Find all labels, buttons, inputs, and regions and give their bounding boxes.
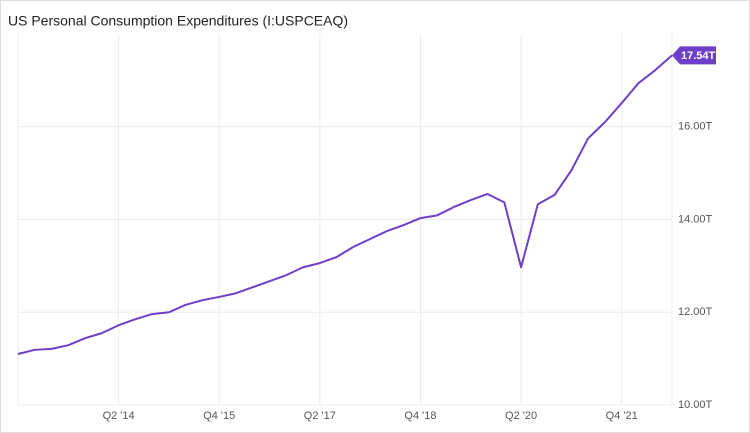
y-tick-label: 16.00T	[678, 121, 713, 133]
value-label: 17.54T	[681, 50, 716, 62]
x-tick-label: Q4 '21	[606, 410, 638, 422]
y-tick-label: 14.00T	[678, 213, 713, 225]
x-tick-label: Q2 '20	[505, 410, 537, 422]
chart-title: US Personal Consumption Expenditures (I:…	[8, 13, 348, 29]
x-tick-label: Q4 '15	[203, 410, 235, 422]
x-tick-label: Q4 '18	[404, 410, 436, 422]
x-tick-label: Q2 '14	[103, 410, 135, 422]
line	[17, 54, 673, 355]
value-label-badge	[672, 46, 716, 65]
y-tick-label: 10.00T	[678, 399, 713, 411]
y-tick-label: 12.00T	[678, 306, 713, 318]
x-tick-label: Q2 '17	[304, 410, 336, 422]
